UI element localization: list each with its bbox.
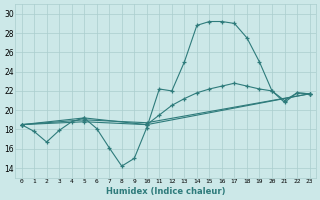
X-axis label: Humidex (Indice chaleur): Humidex (Indice chaleur) (106, 187, 225, 196)
